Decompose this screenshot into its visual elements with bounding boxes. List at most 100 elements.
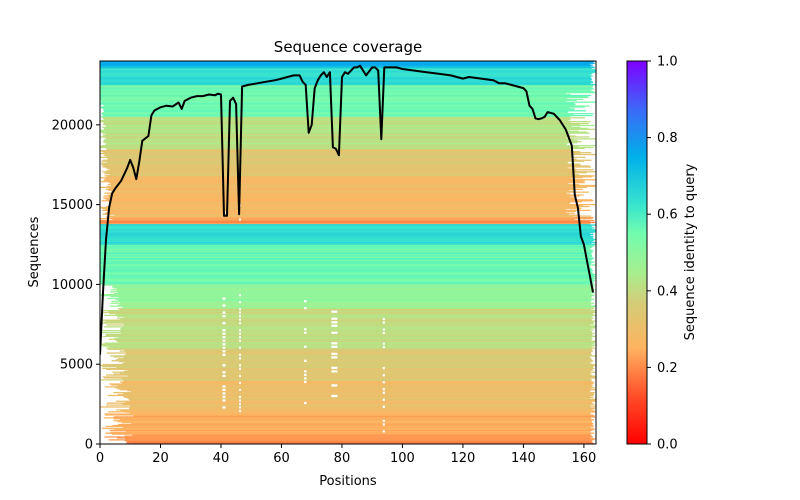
heatmap-row <box>105 320 596 322</box>
heatmap-row <box>100 234 591 237</box>
heatmap-row <box>106 199 593 201</box>
y-tick-label: 10000 <box>52 278 93 293</box>
heatmap-row <box>117 292 595 294</box>
heatmap-row <box>106 155 574 158</box>
heatmap-row <box>113 373 590 375</box>
gap-mark <box>331 321 338 324</box>
heatmap-row <box>102 117 586 119</box>
heatmap-row <box>107 194 584 196</box>
heatmap-row <box>118 361 593 363</box>
heatmap-row <box>100 83 596 86</box>
heatmap-row <box>109 173 580 176</box>
gap-mark <box>331 324 338 327</box>
gap-mark <box>331 366 338 369</box>
heatmap-row <box>122 403 595 405</box>
gap-mark <box>222 406 226 409</box>
heatmap-row <box>118 299 592 302</box>
gap-mark <box>382 331 385 335</box>
heatmap-row <box>100 272 594 275</box>
heatmap-row <box>100 236 593 239</box>
gap-mark <box>382 367 385 370</box>
y-axis-label: Sequences <box>27 216 42 287</box>
heatmap-row <box>104 137 567 139</box>
heatmap-row <box>124 401 592 403</box>
heatmap-row <box>100 258 593 260</box>
heatmap-row <box>129 399 596 401</box>
heatmap-row <box>100 95 588 98</box>
heatmap-row <box>100 66 594 68</box>
heatmap-row <box>103 121 571 124</box>
heatmap-row <box>107 158 577 160</box>
heatmap-row <box>114 214 578 216</box>
heatmap-row <box>119 308 591 311</box>
heatmap-row <box>117 388 592 390</box>
heatmap-row <box>101 164 581 166</box>
heatmap-row <box>100 156 586 159</box>
heatmap-row <box>100 219 595 222</box>
heatmap-row <box>102 376 596 378</box>
gap-mark <box>304 359 307 362</box>
heatmap-row <box>100 218 593 220</box>
x-tick-label: 140 <box>511 451 536 466</box>
gap-mark <box>239 322 241 325</box>
heatmap-row <box>100 62 595 64</box>
heatmap-row <box>103 180 585 182</box>
heatmap-row <box>124 354 592 356</box>
gap-mark <box>331 356 338 359</box>
heatmap-row <box>113 391 595 394</box>
heatmap-row <box>100 81 593 83</box>
heatmap-row <box>106 368 593 370</box>
heatmap-row <box>106 216 573 218</box>
heatmap-row <box>100 88 594 90</box>
heatmap-row <box>115 313 594 316</box>
heatmap-row <box>100 233 594 236</box>
gap-mark <box>304 300 307 303</box>
heatmap-row <box>100 94 592 97</box>
heatmap-row <box>108 338 592 340</box>
heatmap-row <box>123 426 591 429</box>
heatmap-row <box>120 331 593 333</box>
gap-mark <box>382 405 385 408</box>
heatmap-row <box>107 183 580 186</box>
heatmap-row <box>106 138 596 140</box>
heatmap-row <box>111 384 592 386</box>
heatmap-row <box>119 419 594 421</box>
heatmap-row <box>113 356 591 358</box>
gap-mark <box>222 388 226 392</box>
heatmap-row <box>123 392 594 395</box>
heatmap-row <box>100 254 592 257</box>
heatmap-row <box>121 332 595 335</box>
heatmap-row <box>121 307 592 309</box>
heatmap-row <box>100 82 593 84</box>
heatmap-row <box>104 178 572 180</box>
heatmap-row <box>126 353 592 355</box>
heatmap-row <box>106 176 592 178</box>
heatmap-row <box>101 163 581 165</box>
heatmap-row <box>100 68 595 70</box>
gap-mark <box>239 336 241 339</box>
heatmap-row <box>100 61 593 63</box>
heatmap-row <box>100 262 592 264</box>
gap-mark <box>382 328 385 331</box>
heatmap-row <box>109 312 594 315</box>
heatmap-row <box>104 314 596 317</box>
heatmap-row <box>107 189 569 191</box>
gap-mark <box>304 370 307 373</box>
heatmap-row <box>104 342 595 344</box>
heatmap-row <box>102 365 594 368</box>
heatmap-row <box>100 74 591 76</box>
gap-mark <box>382 430 385 433</box>
heatmap-row <box>105 167 568 169</box>
heatmap-row <box>100 257 595 259</box>
heatmap-row <box>100 106 585 108</box>
heatmap-row <box>107 168 576 170</box>
heatmap-row <box>133 415 595 417</box>
gap-mark <box>382 321 385 324</box>
heatmap-row <box>106 170 577 172</box>
heatmap-row <box>104 198 577 200</box>
heatmap-row <box>105 188 583 190</box>
gap-mark <box>222 322 226 325</box>
heatmap-row <box>100 260 592 262</box>
heatmap-row <box>100 131 588 133</box>
heatmap-row <box>112 371 596 373</box>
